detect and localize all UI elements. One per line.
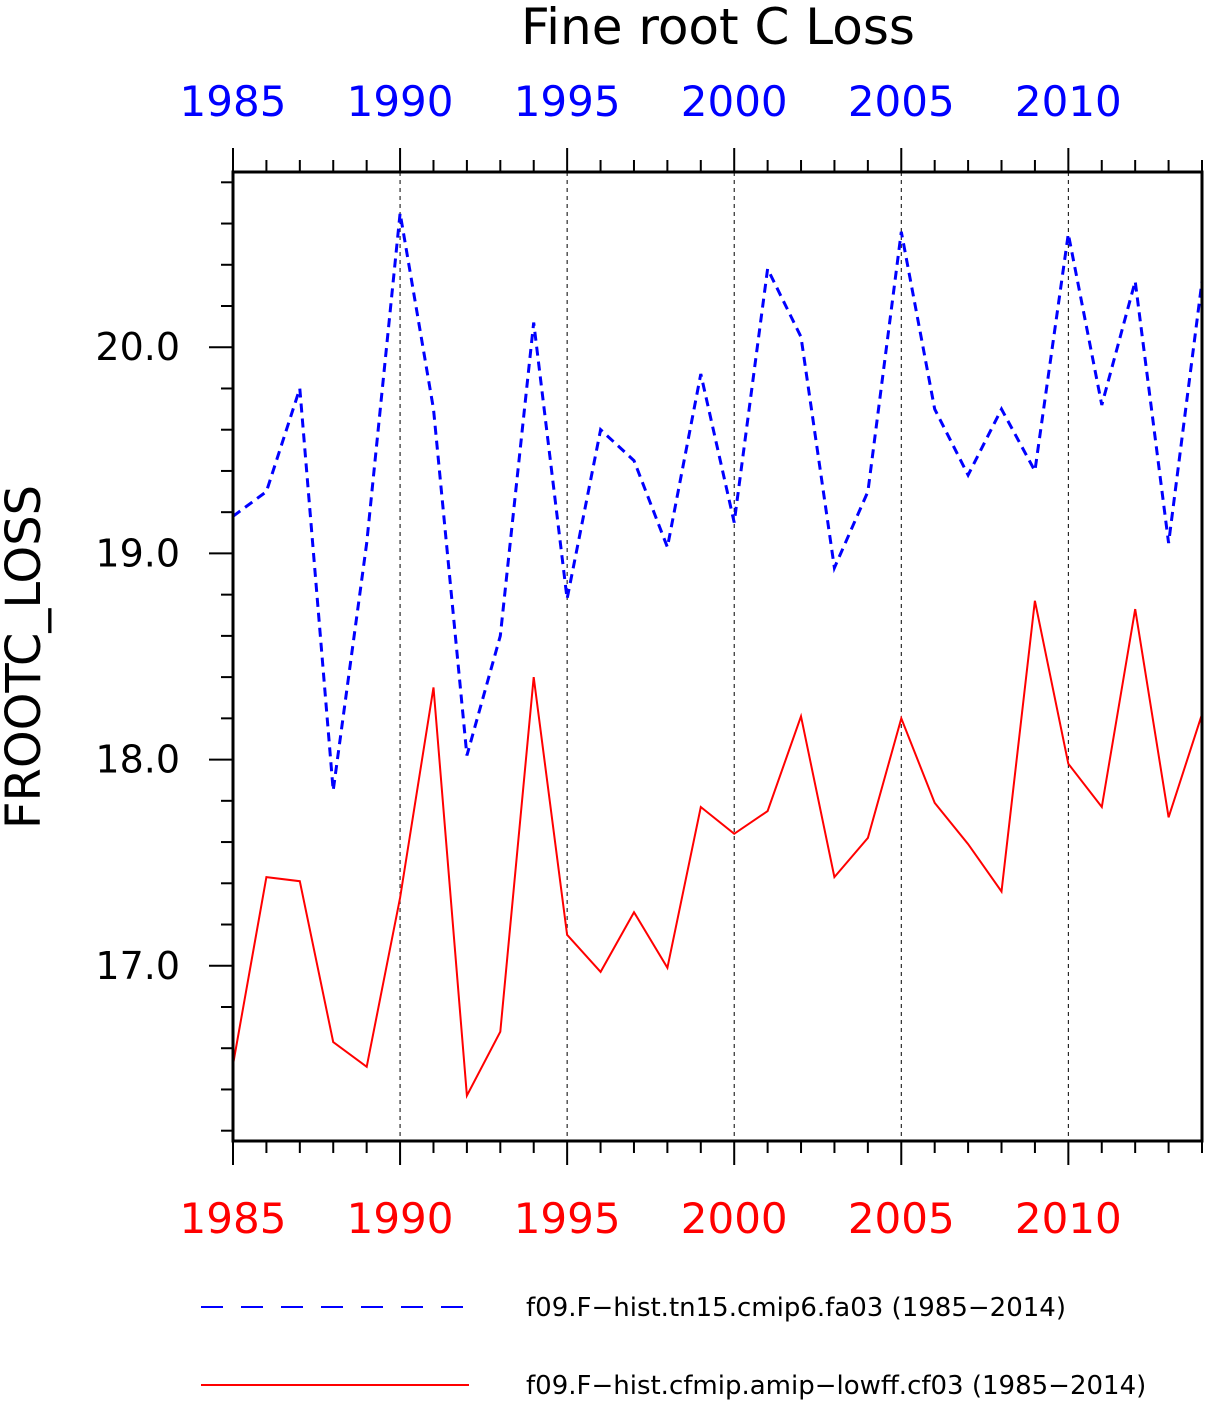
plot-frame — [231, 170, 1204, 1143]
bottom-tick-label-1995: 1995 — [514, 1194, 621, 1243]
y-tick-label-19.0: 19.0 — [95, 531, 180, 575]
chart-title: Fine root C Loss — [521, 0, 915, 56]
top-tick-label-2005: 2005 — [848, 77, 955, 126]
bottom-tick-label-2010: 2010 — [1015, 1194, 1122, 1243]
series-line-cmip6 — [232, 212, 1204, 791]
legend-label-cfmip: f09.F−hist.cfmip.amip−lowff.cf03 (1985−2… — [526, 1371, 1146, 1401]
legend-label-cmip6: f09.F−hist.tn15.cmip6.fa03 (1985−2014) — [526, 1293, 1066, 1323]
vertical-gridlines — [399, 172, 1069, 1141]
top-tick-label-1995: 1995 — [514, 77, 621, 126]
x-axis-ticks — [232, 148, 1203, 1165]
y-tick-labels: 17.0 18.0 19.0 20.0 — [95, 325, 180, 988]
y-axis-label: FROOTC_LOSS — [0, 485, 52, 829]
y-tick-label-17.0: 17.0 — [95, 944, 180, 988]
top-tick-label-2000: 2000 — [681, 77, 788, 126]
top-x-tick-labels: 1985 1990 1995 2000 2005 2010 — [180, 77, 1122, 126]
bottom-tick-label-1990: 1990 — [347, 1194, 454, 1243]
y-axis-ticks — [209, 181, 233, 1132]
top-tick-label-2010: 2010 — [1015, 77, 1122, 126]
top-tick-label-1990: 1990 — [347, 77, 454, 126]
y-tick-label-20.0: 20.0 — [95, 325, 180, 369]
legend: f09.F−hist.tn15.cmip6.fa03 (1985−2014) f… — [201, 1293, 1146, 1401]
series-line-cfmip — [232, 600, 1203, 1100]
bottom-tick-label-2005: 2005 — [848, 1194, 955, 1243]
bottom-x-tick-labels: 1985 1990 1995 2000 2005 2010 — [180, 1194, 1122, 1243]
bottom-tick-label-1985: 1985 — [180, 1194, 287, 1243]
bottom-tick-label-2000: 2000 — [681, 1194, 788, 1243]
top-tick-label-1985: 1985 — [180, 77, 287, 126]
y-tick-label-18.0: 18.0 — [95, 738, 180, 782]
data-series — [232, 212, 1204, 1100]
